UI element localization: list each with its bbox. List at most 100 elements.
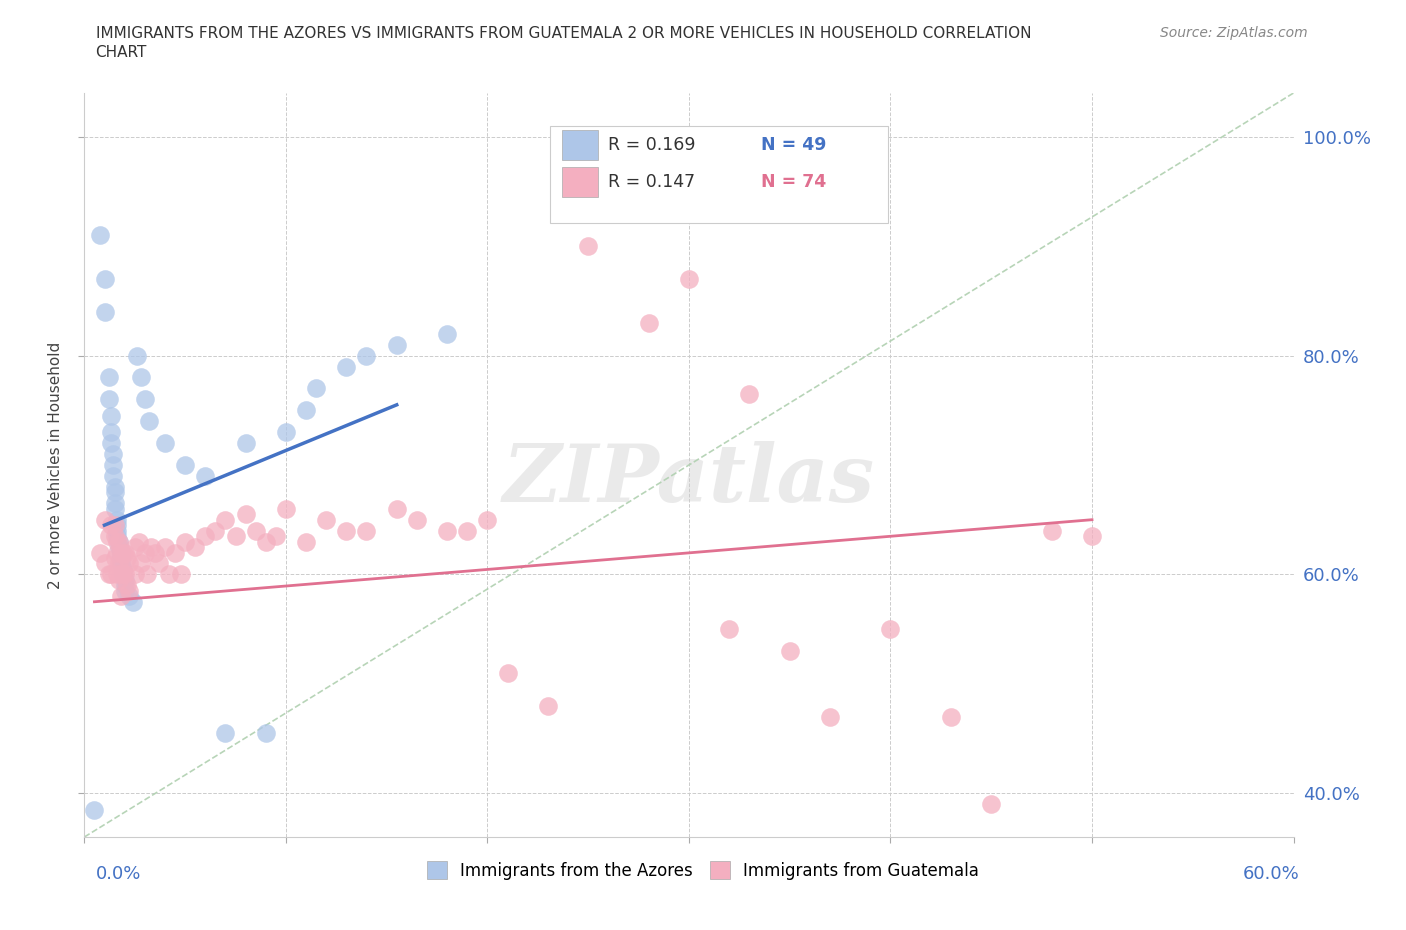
Point (104, 528, 127, 543)
Point (125, 348, 148, 363)
Point (139, 539, 162, 554)
Point (1081, 528, 1104, 543)
Point (107, 539, 129, 554)
Point (254, 725, 277, 740)
Text: CHART: CHART (96, 45, 148, 60)
Point (385, 338, 408, 352)
Point (101, 469, 124, 484)
Point (105, 528, 128, 543)
Point (214, 512, 236, 527)
Point (165, 545, 187, 560)
Point (818, 710, 841, 724)
Point (101, 446, 124, 461)
Point (204, 524, 226, 538)
Point (170, 567, 193, 582)
Point (356, 348, 378, 363)
Point (107, 534, 129, 549)
Point (93, 512, 115, 527)
Y-axis label: 2 or more Vehicles in Household: 2 or more Vehicles in Household (48, 341, 63, 589)
Point (980, 797, 1002, 812)
Point (194, 469, 217, 484)
Point (104, 485, 127, 499)
Point (406, 512, 429, 527)
Point (356, 524, 378, 538)
Point (93, 272, 115, 286)
Point (264, 528, 287, 543)
Point (678, 272, 700, 286)
Point (115, 551, 138, 565)
Point (235, 435, 257, 450)
Point (111, 562, 134, 577)
Text: 60.0%: 60.0% (1243, 865, 1299, 884)
Point (97, 567, 120, 582)
Point (100, 435, 122, 450)
Point (114, 567, 136, 582)
Point (101, 458, 124, 472)
Point (118, 583, 141, 598)
Point (235, 507, 257, 522)
Point (335, 524, 357, 538)
Point (110, 556, 132, 571)
Point (274, 425, 297, 440)
Point (114, 583, 136, 598)
Point (295, 403, 318, 418)
Point (477, 512, 499, 527)
Point (385, 501, 408, 516)
Point (100, 425, 122, 440)
Point (148, 556, 170, 571)
Point (105, 524, 128, 538)
Point (335, 359, 357, 374)
Point (105, 567, 128, 582)
Point (110, 567, 132, 582)
Point (174, 458, 197, 472)
Point (111, 545, 134, 560)
Point (105, 518, 128, 533)
Point (97, 528, 120, 543)
Point (114, 545, 136, 560)
Text: Source: ZipAtlas.com: Source: ZipAtlas.com (1160, 26, 1308, 40)
Point (114, 578, 136, 592)
Point (105, 512, 128, 527)
Point (124, 539, 146, 554)
Point (254, 534, 277, 549)
Point (134, 392, 156, 406)
Point (135, 567, 157, 582)
Point (305, 381, 328, 396)
Point (143, 545, 166, 560)
Point (111, 567, 134, 582)
Point (104, 501, 127, 516)
Text: N = 74: N = 74 (762, 173, 827, 192)
Point (779, 644, 801, 658)
Point (118, 589, 141, 604)
Point (89, 545, 111, 560)
Point (104, 551, 127, 565)
Point (637, 315, 659, 330)
Point (225, 528, 247, 543)
Point (121, 594, 143, 609)
Point (110, 545, 132, 560)
Point (105, 545, 128, 560)
Point (100, 518, 122, 533)
Text: ZIPatlas: ZIPatlas (503, 441, 875, 519)
Point (315, 512, 337, 527)
Text: R = 0.147: R = 0.147 (607, 173, 695, 192)
Point (295, 534, 318, 549)
Point (496, 666, 519, 681)
Point (114, 573, 136, 588)
Point (436, 524, 458, 538)
Point (184, 539, 207, 554)
Point (104, 496, 127, 511)
Point (718, 621, 741, 636)
Text: R = 0.169: R = 0.169 (607, 136, 696, 154)
Point (107, 573, 129, 588)
Point (104, 518, 127, 533)
Point (107, 534, 129, 549)
Point (83, 803, 105, 817)
Point (134, 545, 156, 560)
Legend: Immigrants from the Azores, Immigrants from Guatemala: Immigrants from the Azores, Immigrants f… (420, 855, 986, 886)
Point (157, 567, 180, 582)
Point (576, 239, 599, 254)
Point (110, 545, 132, 560)
Point (138, 414, 160, 429)
Point (118, 556, 141, 571)
